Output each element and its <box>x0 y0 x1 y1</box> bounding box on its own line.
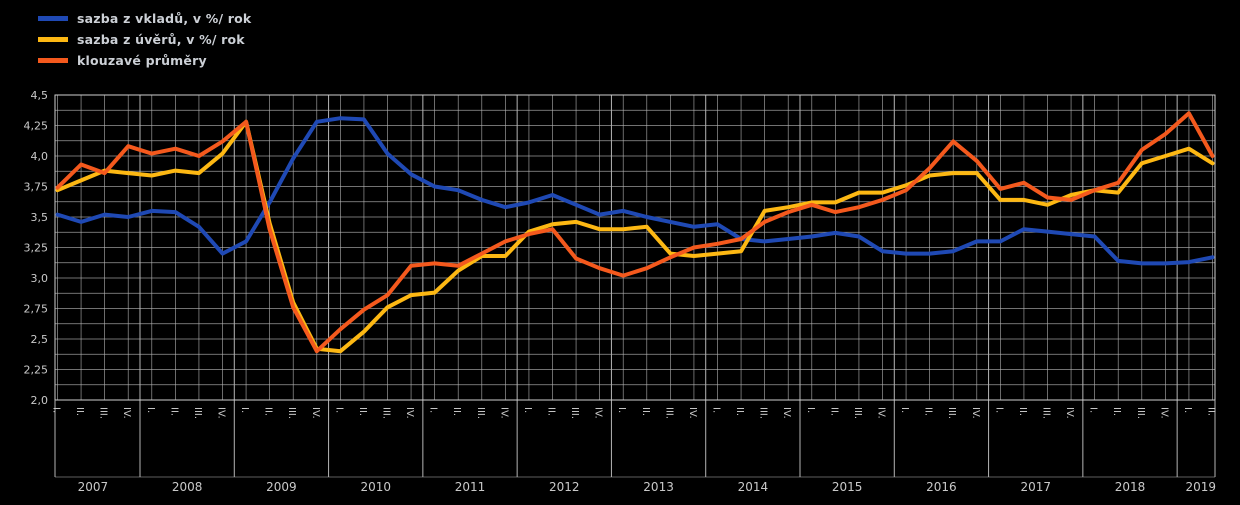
x-quarter-label: II. <box>451 407 462 416</box>
x-quarter-label: IV. <box>876 407 887 419</box>
x-quarter-label: III. <box>569 407 580 419</box>
x-quarter-label: II. <box>1206 407 1217 416</box>
legend-item-deposits: sazba z vkladů, v %/ rok <box>38 9 251 27</box>
legend-item-average: klouzavé průměry <box>38 51 251 69</box>
legend-label: klouzavé průměry <box>77 52 207 68</box>
x-quarter-label: I. <box>428 407 439 413</box>
x-quarter-label: I. <box>711 407 722 413</box>
legend-label: sazba z úvěrů, v %/ rok <box>77 31 245 47</box>
x-quarter-label: IV. <box>1158 407 1169 419</box>
x-quarter-label: I. <box>993 407 1004 413</box>
x-year-label: 2019 <box>1185 480 1216 494</box>
x-quarter-label: III. <box>192 407 203 419</box>
x-year-label: 2017 <box>1020 480 1051 494</box>
x-quarter-label: II. <box>828 407 839 416</box>
x-year-label: 2012 <box>549 480 580 494</box>
legend-swatch-orange <box>38 57 68 63</box>
legend-item-loans: sazba z úvěrů, v %/ rok <box>38 30 251 48</box>
x-quarter-label: I. <box>51 407 62 413</box>
x-year-label: 2008 <box>172 480 203 494</box>
x-quarter-label: IV. <box>970 407 981 419</box>
x-quarter-label: I. <box>145 407 156 413</box>
x-year-label: 2015 <box>832 480 863 494</box>
x-quarter-label: III. <box>946 407 957 419</box>
x-quarter-label: II. <box>923 407 934 416</box>
x-year-label: 2014 <box>738 480 769 494</box>
x-year-label: 2011 <box>455 480 486 494</box>
y-tick-label: 4,25 <box>24 120 49 133</box>
x-quarter-label: IV. <box>121 407 132 419</box>
y-tick-label: 4,0 <box>31 150 49 163</box>
x-quarter-label: III. <box>663 407 674 419</box>
x-quarter-label: IV. <box>781 407 792 419</box>
x-quarter-label: II. <box>357 407 368 416</box>
x-quarter-label: III. <box>852 407 863 419</box>
x-quarter-label: I. <box>805 407 816 413</box>
x-quarter-label: I. <box>522 407 533 413</box>
x-quarter-label: IV. <box>1064 407 1075 419</box>
legend-label: sazba z vkladů, v %/ rok <box>77 10 252 26</box>
x-quarter-label: III. <box>758 407 769 419</box>
x-quarter-label: III. <box>1041 407 1052 419</box>
x-quarter-label: IV. <box>687 407 698 419</box>
x-year-label: 2016 <box>926 480 957 494</box>
y-tick-label: 3,75 <box>24 181 49 194</box>
chart-legend: sazba z vkladů, v %/ rok sazba z úvěrů, … <box>38 6 251 72</box>
x-quarter-label: II. <box>74 407 85 416</box>
x-year-label: 2018 <box>1115 480 1146 494</box>
y-tick-label: 2,75 <box>24 303 49 316</box>
x-quarter-label: IV. <box>498 407 509 419</box>
x-quarter-label: II. <box>1017 407 1028 416</box>
legend-swatch-yellow <box>38 36 68 42</box>
y-tick-label: 4,5 <box>31 89 49 102</box>
x-quarter-label: I. <box>333 407 344 413</box>
x-quarter-label: III. <box>1135 407 1146 419</box>
x-quarter-label: III. <box>98 407 109 419</box>
x-quarter-label: IV. <box>310 407 321 419</box>
x-quarter-label: II. <box>640 407 651 416</box>
x-quarter-label: IV. <box>404 407 415 419</box>
x-year-label: 2010 <box>360 480 391 494</box>
y-tick-label: 3,25 <box>24 242 49 255</box>
x-quarter-label: II. <box>168 407 179 416</box>
legend-swatch-blue <box>38 15 68 21</box>
x-quarter-label: II. <box>546 407 557 416</box>
x-year-label: 2013 <box>643 480 674 494</box>
y-tick-label: 2,5 <box>31 333 49 346</box>
x-quarter-label: I. <box>899 407 910 413</box>
x-quarter-label: II. <box>734 407 745 416</box>
y-tick-label: 2,25 <box>24 364 49 377</box>
y-tick-label: 3,0 <box>31 272 49 285</box>
series-line-0 <box>55 116 1215 266</box>
x-year-label: 2007 <box>78 480 109 494</box>
x-quarter-label: IV. <box>593 407 604 419</box>
x-quarter-label: I. <box>239 407 250 413</box>
x-quarter-label: IV. <box>216 407 227 419</box>
x-quarter-label: I. <box>1088 407 1099 413</box>
y-tick-label: 2,0 <box>31 394 49 407</box>
series-line-2 <box>55 111 1215 354</box>
x-quarter-label: III. <box>381 407 392 419</box>
x-quarter-label: II. <box>1111 407 1122 416</box>
x-quarter-label: III. <box>475 407 486 419</box>
x-quarter-label: II. <box>263 407 274 416</box>
x-quarter-label: I. <box>1182 407 1193 413</box>
x-year-label: 2009 <box>266 480 297 494</box>
y-tick-label: 3,5 <box>31 211 49 224</box>
x-quarter-label: III. <box>286 407 297 419</box>
x-quarter-label: I. <box>616 407 627 413</box>
plot-border <box>54 94 1216 401</box>
